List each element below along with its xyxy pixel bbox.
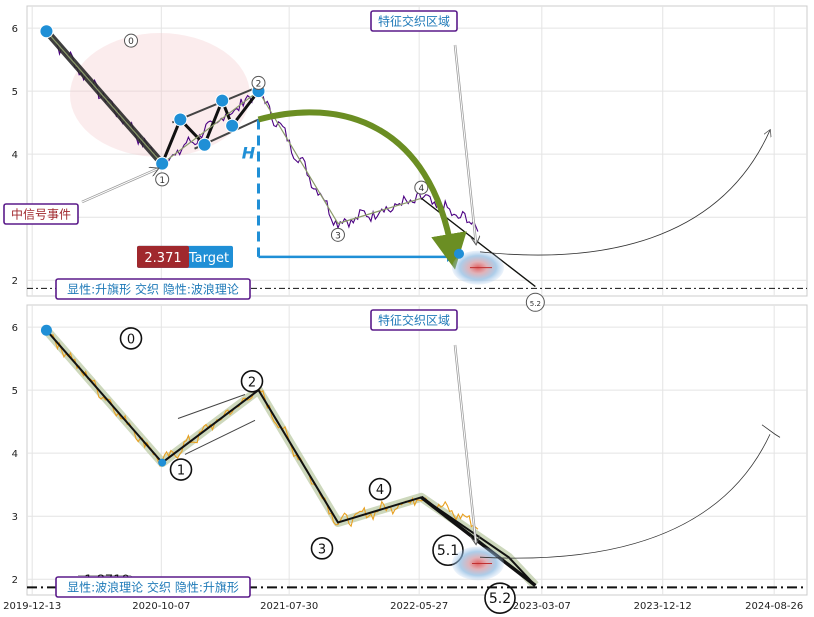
projection-arrow-green [257, 109, 467, 270]
wave-label-top: 3 [335, 231, 341, 241]
top-panel: 012345.2H2.371Target1.8710特征交织区域中信号事件显性:… [3, 10, 807, 312]
target-value-box [137, 245, 189, 268]
pivot-point-marker [158, 458, 167, 467]
projection-curve-top [479, 130, 770, 256]
x-tick-label: 2022-05-27 [390, 601, 448, 612]
flag-point-marker [225, 118, 240, 133]
wave-label-circle-bottom [310, 537, 334, 560]
x-tick-label: 2021-07-30 [260, 601, 318, 612]
wave-label-circle-bottom [368, 477, 392, 501]
flag-point-marker [173, 112, 188, 127]
y-tick-label-top: 4 [12, 150, 18, 161]
mid-signal-label-box [3, 203, 79, 225]
x-tick-label: 2023-03-07 [513, 601, 571, 612]
feature-zone-marker [454, 248, 464, 259]
wave-label-bottom: 3 [318, 542, 326, 557]
wave-label-top: 1 [159, 176, 165, 186]
flag-point-marker [215, 93, 230, 108]
y-tick-label-bottom: 2 [12, 575, 18, 586]
feature-zone-label-top: 特征交织区域 [378, 14, 450, 29]
wave-label-circle-top [525, 292, 545, 312]
wave-label-circle-top [124, 33, 138, 48]
wave-label-circle-bottom [169, 458, 193, 481]
wave-label-bottom: 1 [177, 464, 185, 479]
wave-label-bottom: 5.1 [437, 543, 459, 559]
wave-label-circle-top [330, 227, 345, 242]
flag-point-marker [39, 24, 54, 39]
x-tick-label: 2024-08-26 [745, 601, 803, 612]
h-label: H [242, 144, 256, 163]
target-value-label: 2.371 [144, 251, 181, 266]
legend-label-top-box [55, 278, 251, 300]
x-tick-label: 2023-12-12 [634, 601, 692, 612]
y-tick-label-bottom: 3 [12, 512, 18, 523]
projection-curve-bottom [479, 434, 771, 559]
flag-channel-lower-bottom [184, 419, 256, 455]
feature-zone-label-bottom-box [370, 309, 458, 331]
y-tick-label-bottom: 6 [12, 323, 18, 334]
wave-label-circle-bottom [119, 327, 143, 350]
y-tick-label-top: 6 [12, 24, 18, 35]
wave-label-top: 5.2 [530, 300, 541, 308]
x-tick-label: 2020-10-07 [132, 601, 190, 612]
y-tick-label-bottom: 4 [12, 449, 18, 460]
bottom-panel-frame [26, 304, 808, 596]
grid-lines: 2019-12-13 2020-10-07 2021-07-30 2022-05-27… [3, 6, 807, 612]
start-point-marker [40, 324, 52, 336]
legend-label-bottom-box [55, 576, 251, 598]
wave-label-top: 2 [256, 79, 262, 89]
y-tick-label-top: 5 [12, 87, 18, 98]
wave-label-top: 0 [128, 37, 134, 47]
feature-zone-callout [454, 44, 476, 244]
wave-label-circle-bottom [240, 369, 264, 393]
flag-channel-upper [171, 85, 259, 124]
wave-label-circle-top [251, 75, 266, 90]
feature-zone-callout-bottom [454, 344, 476, 544]
flag-point-marker [197, 137, 212, 152]
legend-label-bottom: 显性:波浪理论 交织 隐性:升旗形 [67, 580, 239, 595]
y-tick-label-bottom: 5 [12, 386, 18, 397]
feature-zone-label-top-box [370, 10, 458, 32]
wave-label-bottom: 5.2 [489, 591, 511, 607]
wave-label-circle-top [414, 180, 429, 195]
projection-curve-tail [761, 424, 781, 438]
wave-label-top: 4 [418, 184, 424, 194]
y-tick-label-top: 2 [12, 276, 18, 287]
wave-label-circle-bottom [484, 582, 516, 614]
flag-channel-upper-bottom [177, 394, 246, 419]
mid-signal-label: 中信号事件 [11, 207, 71, 222]
flag-zigzag [160, 90, 260, 165]
x-tick-label: 2019-12-13 [3, 601, 61, 612]
wave-label-bottom: 0 [127, 332, 135, 347]
mid-signal-callout [81, 169, 158, 203]
feature-zone-label-bottom: 特征交织区域 [378, 313, 450, 328]
wave-label-bottom: 2 [248, 375, 256, 390]
wave-label-bottom: 4 [376, 483, 384, 498]
target-text: Target [188, 251, 229, 266]
legend-label-top: 显性:升旗形 交织 隐性:波浪理论 [67, 282, 239, 297]
